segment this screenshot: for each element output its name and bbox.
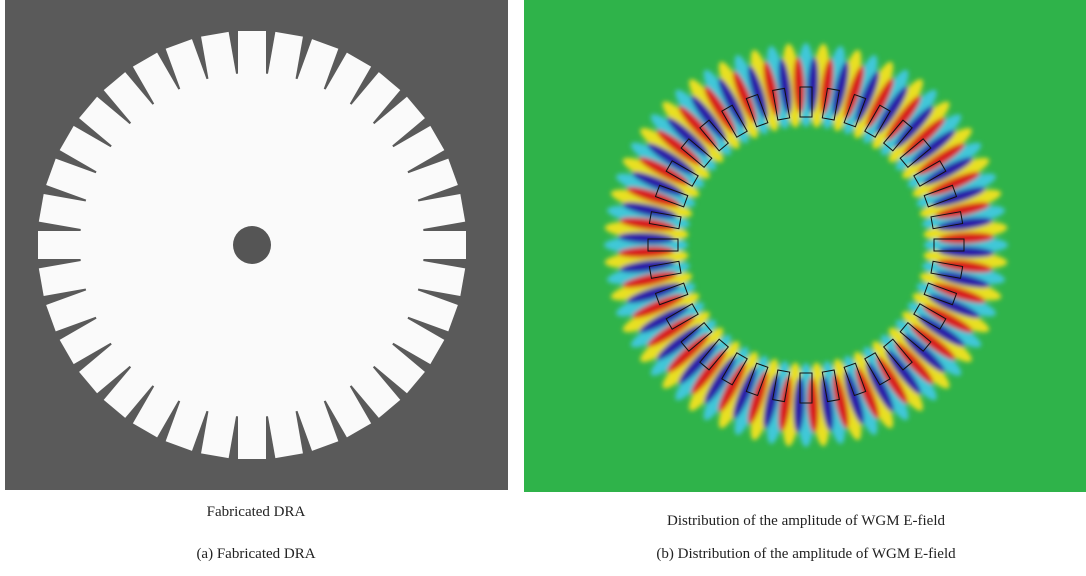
panel-title: Distribution of the amplitude of WGM E-f…	[667, 513, 945, 530]
panel-title: Fabricated DRA	[207, 504, 306, 521]
tooth	[238, 409, 266, 459]
figure: Fabricated DRA (a) Fabricated DRA Distri…	[0, 0, 1086, 576]
tooth	[416, 231, 466, 259]
field-plot	[524, 0, 1086, 492]
tooth	[238, 31, 266, 81]
panel-caption: (b) Distribution of the amplitude of WGM…	[656, 546, 955, 563]
panel-caption: (a) Fabricated DRA	[196, 546, 315, 563]
figure-images	[0, 0, 1086, 500]
center-hole	[233, 226, 271, 264]
tooth	[38, 231, 88, 259]
photo-dra	[5, 0, 508, 490]
